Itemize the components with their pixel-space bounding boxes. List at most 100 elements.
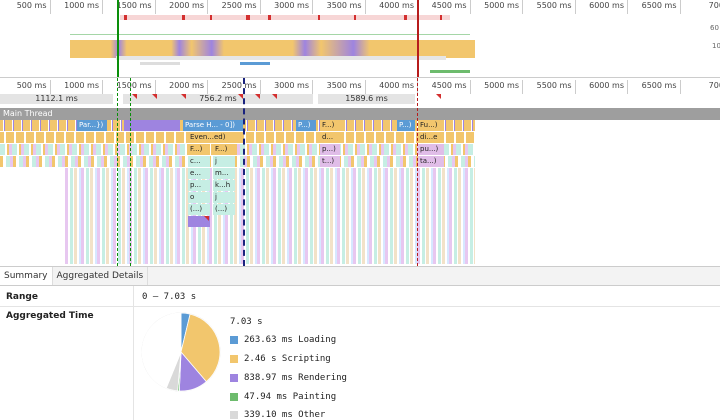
range-label: Range [6,292,38,302]
pie-slice-idle [141,312,182,389]
ruler-tick-label: 3500 ms [326,1,362,10]
timeline-main-view[interactable]: 500 ms 1000 ms 1500 ms 2000 ms 2500 ms 3000 m… [0,78,720,266]
ruler-tick: 5500 ms [523,80,576,94]
ruler-tick-label: 4500 ms [431,81,467,90]
flame-frame[interactable]: k...h [213,180,235,191]
ruler-tick-label: 6000 ms [589,1,624,10]
flame-frame[interactable]: p...) [320,144,340,155]
timeline-overview[interactable]: 500 ms 1000 ms 1500 ms 2000 ms 2500 ms 3000 m… [0,0,720,78]
flame-frame[interactable]: ta...) [418,156,444,167]
ruler-tick: 7000 [681,80,720,94]
flame-frame[interactable]: j [213,192,235,203]
ruler-tick-label: 4500 ms [431,1,467,10]
flame-frame[interactable]: Even...ed) [188,132,240,143]
long-task-marker [440,15,442,20]
fps-scale-label: 10 [712,42,720,50]
aggregated-total: 7.03 s [230,317,263,327]
ruler-tick-label: 5500 ms [536,1,572,10]
ruler-tick: 1000 ms [51,80,103,94]
aggregated-time-label: Aggregated Time [6,311,94,321]
flame-frame[interactable]: Parse H... - 0]) [183,120,243,131]
flame-frame[interactable]: j [213,156,235,167]
flame-row-background [0,156,475,167]
range-value: 0 – 7.03 s [142,292,197,302]
long-frame-flag [436,94,441,99]
flame-row-background [0,144,475,155]
legend-swatch-painting [230,393,238,401]
flame-frame[interactable]: d... [320,132,340,143]
cpu-activity-band [116,56,446,60]
flame-frame[interactable]: P...) [296,120,316,131]
ruler-tick-label: 4000 ms [379,81,414,90]
flame-frame[interactable]: m... [213,168,235,179]
ruler-tick: 3000 ms [261,0,313,14]
flame-frame[interactable] [188,216,210,227]
flame-frame[interactable]: e... [188,168,210,179]
ruler-tick: 6000 ms [576,80,628,94]
ruler-tick: 6000 ms [576,0,628,14]
details-panel: Summary Aggregated Details Range 0 – 7.0… [0,266,720,420]
ruler-tick-label: 1000 ms [64,81,99,90]
frame-interval-3: 1589.6 ms [318,94,415,104]
selection-start-marker[interactable] [117,0,119,77]
flame-frame[interactable] [124,120,180,131]
long-task-marker [268,15,271,20]
tab-summary[interactable]: Summary [0,267,53,285]
selection-end-marker[interactable] [417,0,419,77]
legend-swatch-rendering [230,374,238,382]
flame-frame[interactable]: p... [188,180,210,191]
ruler-tick: 6500 ms [628,0,681,14]
ruler-tick-label: 7000 [708,81,720,90]
ruler-tick-label: 6000 ms [589,81,624,90]
details-tabs: Summary Aggregated Details [0,267,720,286]
flame-frame[interactable]: pu...) [418,144,444,155]
ruler-tick: 2500 ms [208,0,261,14]
long-task-strip [120,15,450,20]
flame-frame[interactable]: c... [188,156,210,167]
main-thread-header[interactable]: Main Thread [0,108,720,120]
ruler-tick: 500 ms [0,0,51,14]
ruler-tick: 4000 ms [366,80,418,94]
tab-aggregated-details[interactable]: Aggregated Details [53,267,149,285]
legend-other: 339.10 ms Other [230,410,325,420]
long-task-marker [354,15,356,20]
ruler-tick-label: 6500 ms [641,1,677,10]
flame-frame[interactable]: F...) [213,144,235,155]
legend-swatch-scripting [230,355,238,363]
ruler-tick-label: 1500 ms [116,1,152,10]
aggregated-time-pie [141,312,221,392]
row-divider [0,306,720,307]
flame-frame[interactable]: Par...}) [77,120,107,131]
flame-frame[interactable]: F...) [320,120,340,131]
long-frame-flag [255,94,260,99]
legend-rendering: 838.97 ms Rendering [230,373,347,383]
network-bar [240,62,270,65]
ruler-tick-label: 6500 ms [641,81,677,90]
flame-frame[interactable]: o [188,192,210,203]
legend-swatch-loading [230,336,238,344]
flame-frame[interactable]: di...e [418,132,444,143]
ruler-tick: 500 ms [0,80,51,94]
legend-swatch-other [230,411,238,419]
dcl-marker [117,78,118,266]
ruler-tick-label: 3500 ms [326,81,362,90]
ruler-tick-label: 2500 ms [221,1,257,10]
legend-label: 263.63 ms Loading [244,335,337,345]
ruler-tick: 1000 ms [51,0,103,14]
flame-frame[interactable]: (...) [213,204,235,215]
flame-chart[interactable]: Par...}) Parse H... - 0]) P...) F...) P.… [0,120,720,266]
flame-frame[interactable]: F...) [188,144,210,155]
network-bar [430,70,470,73]
flame-frame[interactable]: (...) [188,204,210,215]
flame-frame[interactable]: Fu...) [418,120,444,131]
ruler-tick: 2000 ms [156,0,208,14]
legend-label: 838.97 ms Rendering [244,373,347,383]
long-task-marker [318,15,320,20]
long-frame-flag [152,94,157,99]
pie-slice-scripting [180,313,221,383]
flame-frame[interactable]: t...) [320,156,340,167]
legend-label: 339.10 ms Other [244,410,326,420]
fp-marker [130,78,131,266]
column-divider [133,286,134,420]
flame-frame[interactable]: P...) [397,120,415,131]
